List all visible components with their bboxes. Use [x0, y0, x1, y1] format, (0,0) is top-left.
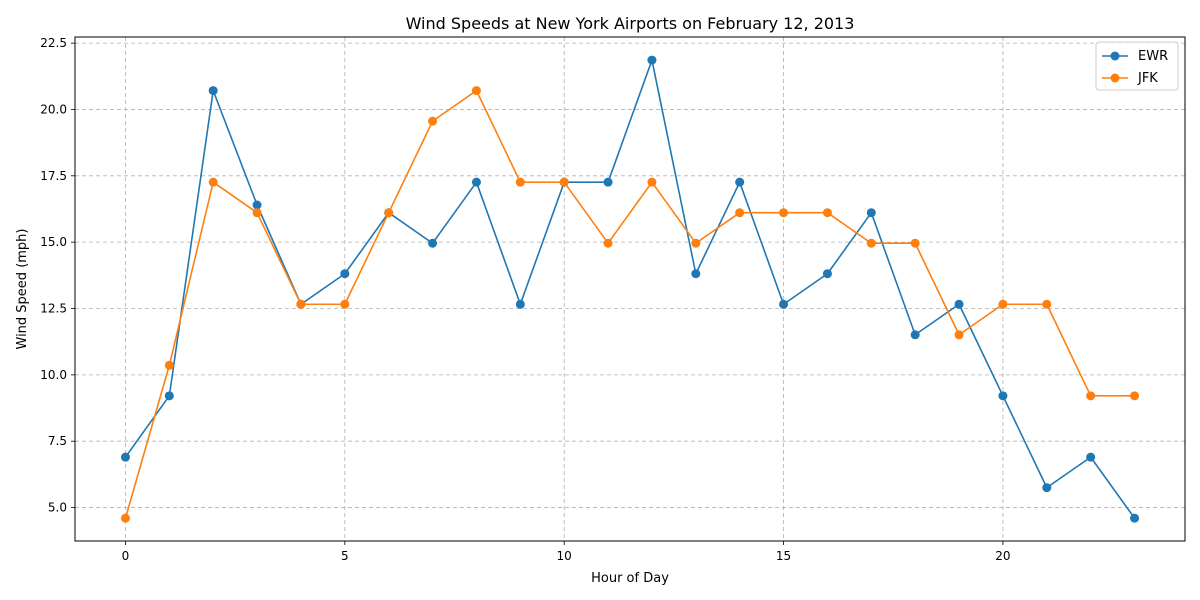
data-point-jfk: [515, 177, 525, 187]
x-tick-label: 20: [995, 549, 1010, 563]
data-point-jfk: [1130, 391, 1140, 401]
y-tick-label: 17.5: [40, 169, 67, 183]
plot-area-frame: [74, 36, 1186, 542]
data-point-jfk: [647, 177, 657, 187]
data-point-ewr: [471, 177, 481, 187]
data-point-ewr: [954, 299, 964, 309]
data-point-ewr: [691, 269, 701, 279]
data-point-jfk: [252, 208, 262, 218]
data-point-jfk: [340, 299, 350, 309]
x-axis-label: Hour of Day: [591, 571, 669, 586]
data-point-jfk: [208, 177, 218, 187]
x-tick-label: 15: [776, 549, 791, 563]
data-point-jfk: [120, 513, 130, 523]
data-point-ewr: [822, 269, 832, 279]
legend-label-jfk: JFK: [1137, 71, 1158, 86]
y-axis-label: Wind Speed (mph): [15, 229, 30, 350]
data-point-jfk: [603, 238, 613, 248]
legend-marker-jfk: [1110, 73, 1120, 83]
data-point-ewr: [910, 330, 920, 340]
data-point-jfk: [471, 86, 481, 96]
data-point-jfk: [954, 330, 964, 340]
data-point-ewr: [208, 86, 218, 96]
data-point-ewr: [515, 299, 525, 309]
data-point-jfk: [998, 299, 1008, 309]
data-point-jfk: [164, 360, 174, 370]
y-tick-label: 5.0: [48, 501, 67, 515]
data-point-ewr: [120, 452, 130, 462]
y-tick-label: 15.0: [40, 235, 67, 249]
data-point-ewr: [164, 391, 174, 401]
data-point-jfk: [559, 177, 569, 187]
data-point-jfk: [779, 208, 789, 218]
series-lines: [120, 55, 1140, 523]
chart-title: Wind Speeds at New York Airports on Febr…: [406, 14, 855, 33]
x-tick-label: 5: [341, 549, 349, 563]
data-point-jfk: [1042, 299, 1052, 309]
data-point-jfk: [910, 238, 920, 248]
data-point-jfk: [1086, 391, 1096, 401]
axis-ticks: 0 5 10 15 20 5.0 7.5 10.0 12.5 15.0 17.5 20.0 22.5: [40, 36, 1010, 563]
legend-marker-ewr: [1110, 51, 1120, 61]
data-point-jfk: [428, 116, 438, 126]
data-point-ewr: [1042, 483, 1052, 493]
y-tick-label: 10.0: [40, 368, 67, 382]
grid-lines: [75, 37, 1185, 541]
data-point-ewr: [603, 177, 613, 187]
data-point-jfk: [296, 299, 306, 309]
y-tick-label: 12.5: [40, 302, 67, 316]
data-point-ewr: [647, 55, 657, 65]
x-tick-label: 10: [557, 549, 572, 563]
data-point-ewr: [252, 200, 262, 210]
y-tick-label: 22.5: [40, 36, 67, 50]
data-point-jfk: [735, 208, 745, 218]
legend: EWR JFK: [1095, 41, 1179, 91]
data-point-ewr: [998, 391, 1008, 401]
data-point-ewr: [1086, 452, 1096, 462]
data-point-ewr: [866, 208, 876, 218]
y-tick-label: 7.5: [48, 434, 67, 448]
data-point-ewr: [1130, 513, 1140, 523]
data-point-jfk: [691, 238, 701, 248]
y-tick-label: 20.0: [40, 102, 67, 116]
x-tick-label: 0: [122, 549, 130, 563]
series-line-ewr: [124, 59, 1136, 519]
data-point-ewr: [735, 177, 745, 187]
series-line-jfk: [124, 89, 1135, 519]
data-point-jfk: [866, 238, 876, 248]
data-point-ewr: [428, 238, 438, 248]
data-point-ewr: [340, 269, 350, 279]
data-point-jfk: [384, 208, 394, 218]
data-point-jfk: [822, 208, 832, 218]
data-point-ewr: [779, 299, 789, 309]
legend-label-ewr: EWR: [1138, 49, 1168, 64]
